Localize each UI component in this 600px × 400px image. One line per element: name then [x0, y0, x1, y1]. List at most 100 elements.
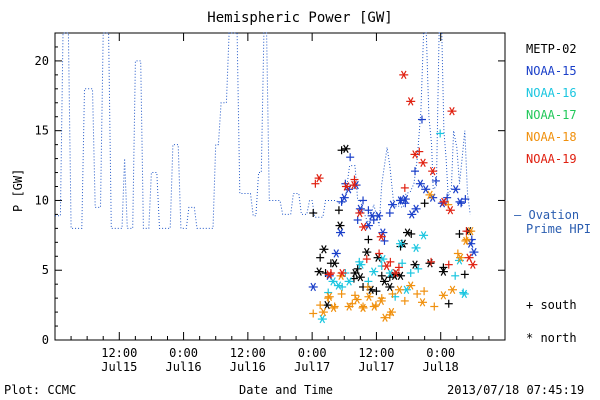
footer-credit: Plot: CCMC [4, 383, 77, 397]
x-tick-time: 12:00 [358, 346, 394, 360]
south-point [337, 146, 346, 155]
north-point [399, 70, 409, 80]
y-tick-label: 5 [42, 263, 49, 277]
north-point [385, 282, 395, 292]
south-point [337, 289, 346, 298]
model-legend-line2: Prime HPI [526, 222, 592, 236]
north-marker-stroke [382, 313, 388, 322]
south-point [420, 199, 429, 208]
north-point [349, 180, 359, 190]
north-point [318, 307, 328, 317]
north-point [456, 253, 466, 262]
south-point [455, 229, 464, 238]
north-marker-stroke [343, 182, 350, 191]
north-point [369, 267, 379, 276]
north-marker-stroke [422, 185, 429, 194]
north-point [328, 277, 338, 286]
south-point [414, 264, 423, 273]
north-marker-stroke [461, 289, 468, 299]
x-tick-day: Jul16 [166, 360, 202, 374]
north-marker-stroke [389, 200, 396, 209]
south-point [359, 196, 368, 205]
model-legend-dash: — [514, 208, 522, 222]
south-point [377, 271, 386, 280]
north-point [464, 253, 474, 262]
north-point [358, 303, 368, 313]
south-point [427, 257, 436, 266]
north-point [459, 289, 469, 299]
x-tick-time: 12:00 [101, 346, 137, 360]
north-point [438, 291, 448, 300]
south-point [417, 115, 426, 124]
north-marker-stroke [335, 281, 342, 290]
x-tick-day: Jul18 [423, 360, 459, 374]
north-point [403, 228, 412, 237]
x-tick-day: Jul16 [230, 360, 266, 374]
south-point [362, 255, 371, 264]
north-marker-stroke [343, 144, 349, 154]
south-point [400, 296, 409, 305]
north-marker-stroke [316, 267, 322, 276]
north-marker-stroke [412, 150, 418, 159]
north-marker-stroke [326, 292, 333, 301]
north-marker-stroke [316, 173, 322, 183]
north-marker-stroke [381, 277, 388, 286]
north-point [425, 190, 435, 200]
north-point [356, 260, 366, 269]
north-point [407, 210, 417, 219]
north-marker-stroke [369, 211, 375, 221]
y-tick-label: 20 [35, 54, 49, 68]
south-point [439, 263, 448, 272]
north-marker-stroke [324, 300, 330, 310]
north-point [359, 222, 369, 232]
north-point [419, 231, 429, 240]
north-marker-stroke [407, 97, 414, 106]
north-point [425, 259, 435, 268]
north-marker-stroke [346, 302, 352, 311]
north-point [324, 292, 334, 301]
legend-entry: NOAA-18 [526, 130, 577, 144]
north-point [438, 267, 448, 276]
north-marker-stroke [417, 179, 424, 188]
south-point [369, 215, 378, 224]
north-point [324, 270, 334, 279]
south-point [334, 206, 343, 215]
north-point [336, 228, 346, 237]
north-marker-stroke [467, 239, 474, 248]
north-marker-stroke [447, 206, 454, 215]
south-point [413, 289, 422, 298]
north-marker-stroke [378, 296, 385, 306]
x-tick-time: 12:00 [230, 346, 266, 360]
north-marker-stroke [419, 298, 426, 307]
south-point [436, 129, 445, 138]
south-point [316, 253, 325, 262]
x-tick-day: Jul17 [294, 360, 330, 374]
north-marker-stroke [413, 204, 419, 214]
north-marker-stroke [368, 285, 374, 294]
south-point [400, 183, 409, 192]
north-point [341, 182, 351, 191]
north-marker-stroke [365, 221, 372, 230]
north-point [314, 173, 324, 183]
north-point [400, 194, 410, 204]
south-point [411, 167, 419, 176]
north-marker-stroke [358, 260, 364, 269]
south-point [372, 287, 381, 296]
south-point [359, 302, 368, 311]
south-point [444, 299, 453, 308]
south-point [420, 287, 429, 296]
north-point [314, 267, 324, 276]
north-marker-stroke [429, 166, 436, 176]
north-point [378, 228, 388, 237]
x-tick-time: 0:00 [298, 346, 327, 360]
north-marker-stroke [396, 285, 403, 294]
y-tick-label: 10 [35, 193, 49, 207]
north-marker-stroke [370, 267, 377, 276]
north-point [329, 303, 339, 313]
north-point [421, 185, 431, 194]
south-point [451, 271, 460, 280]
north-marker-stroke [467, 226, 474, 236]
south-point [394, 263, 403, 272]
north-point [335, 221, 345, 230]
south-point [461, 195, 470, 204]
